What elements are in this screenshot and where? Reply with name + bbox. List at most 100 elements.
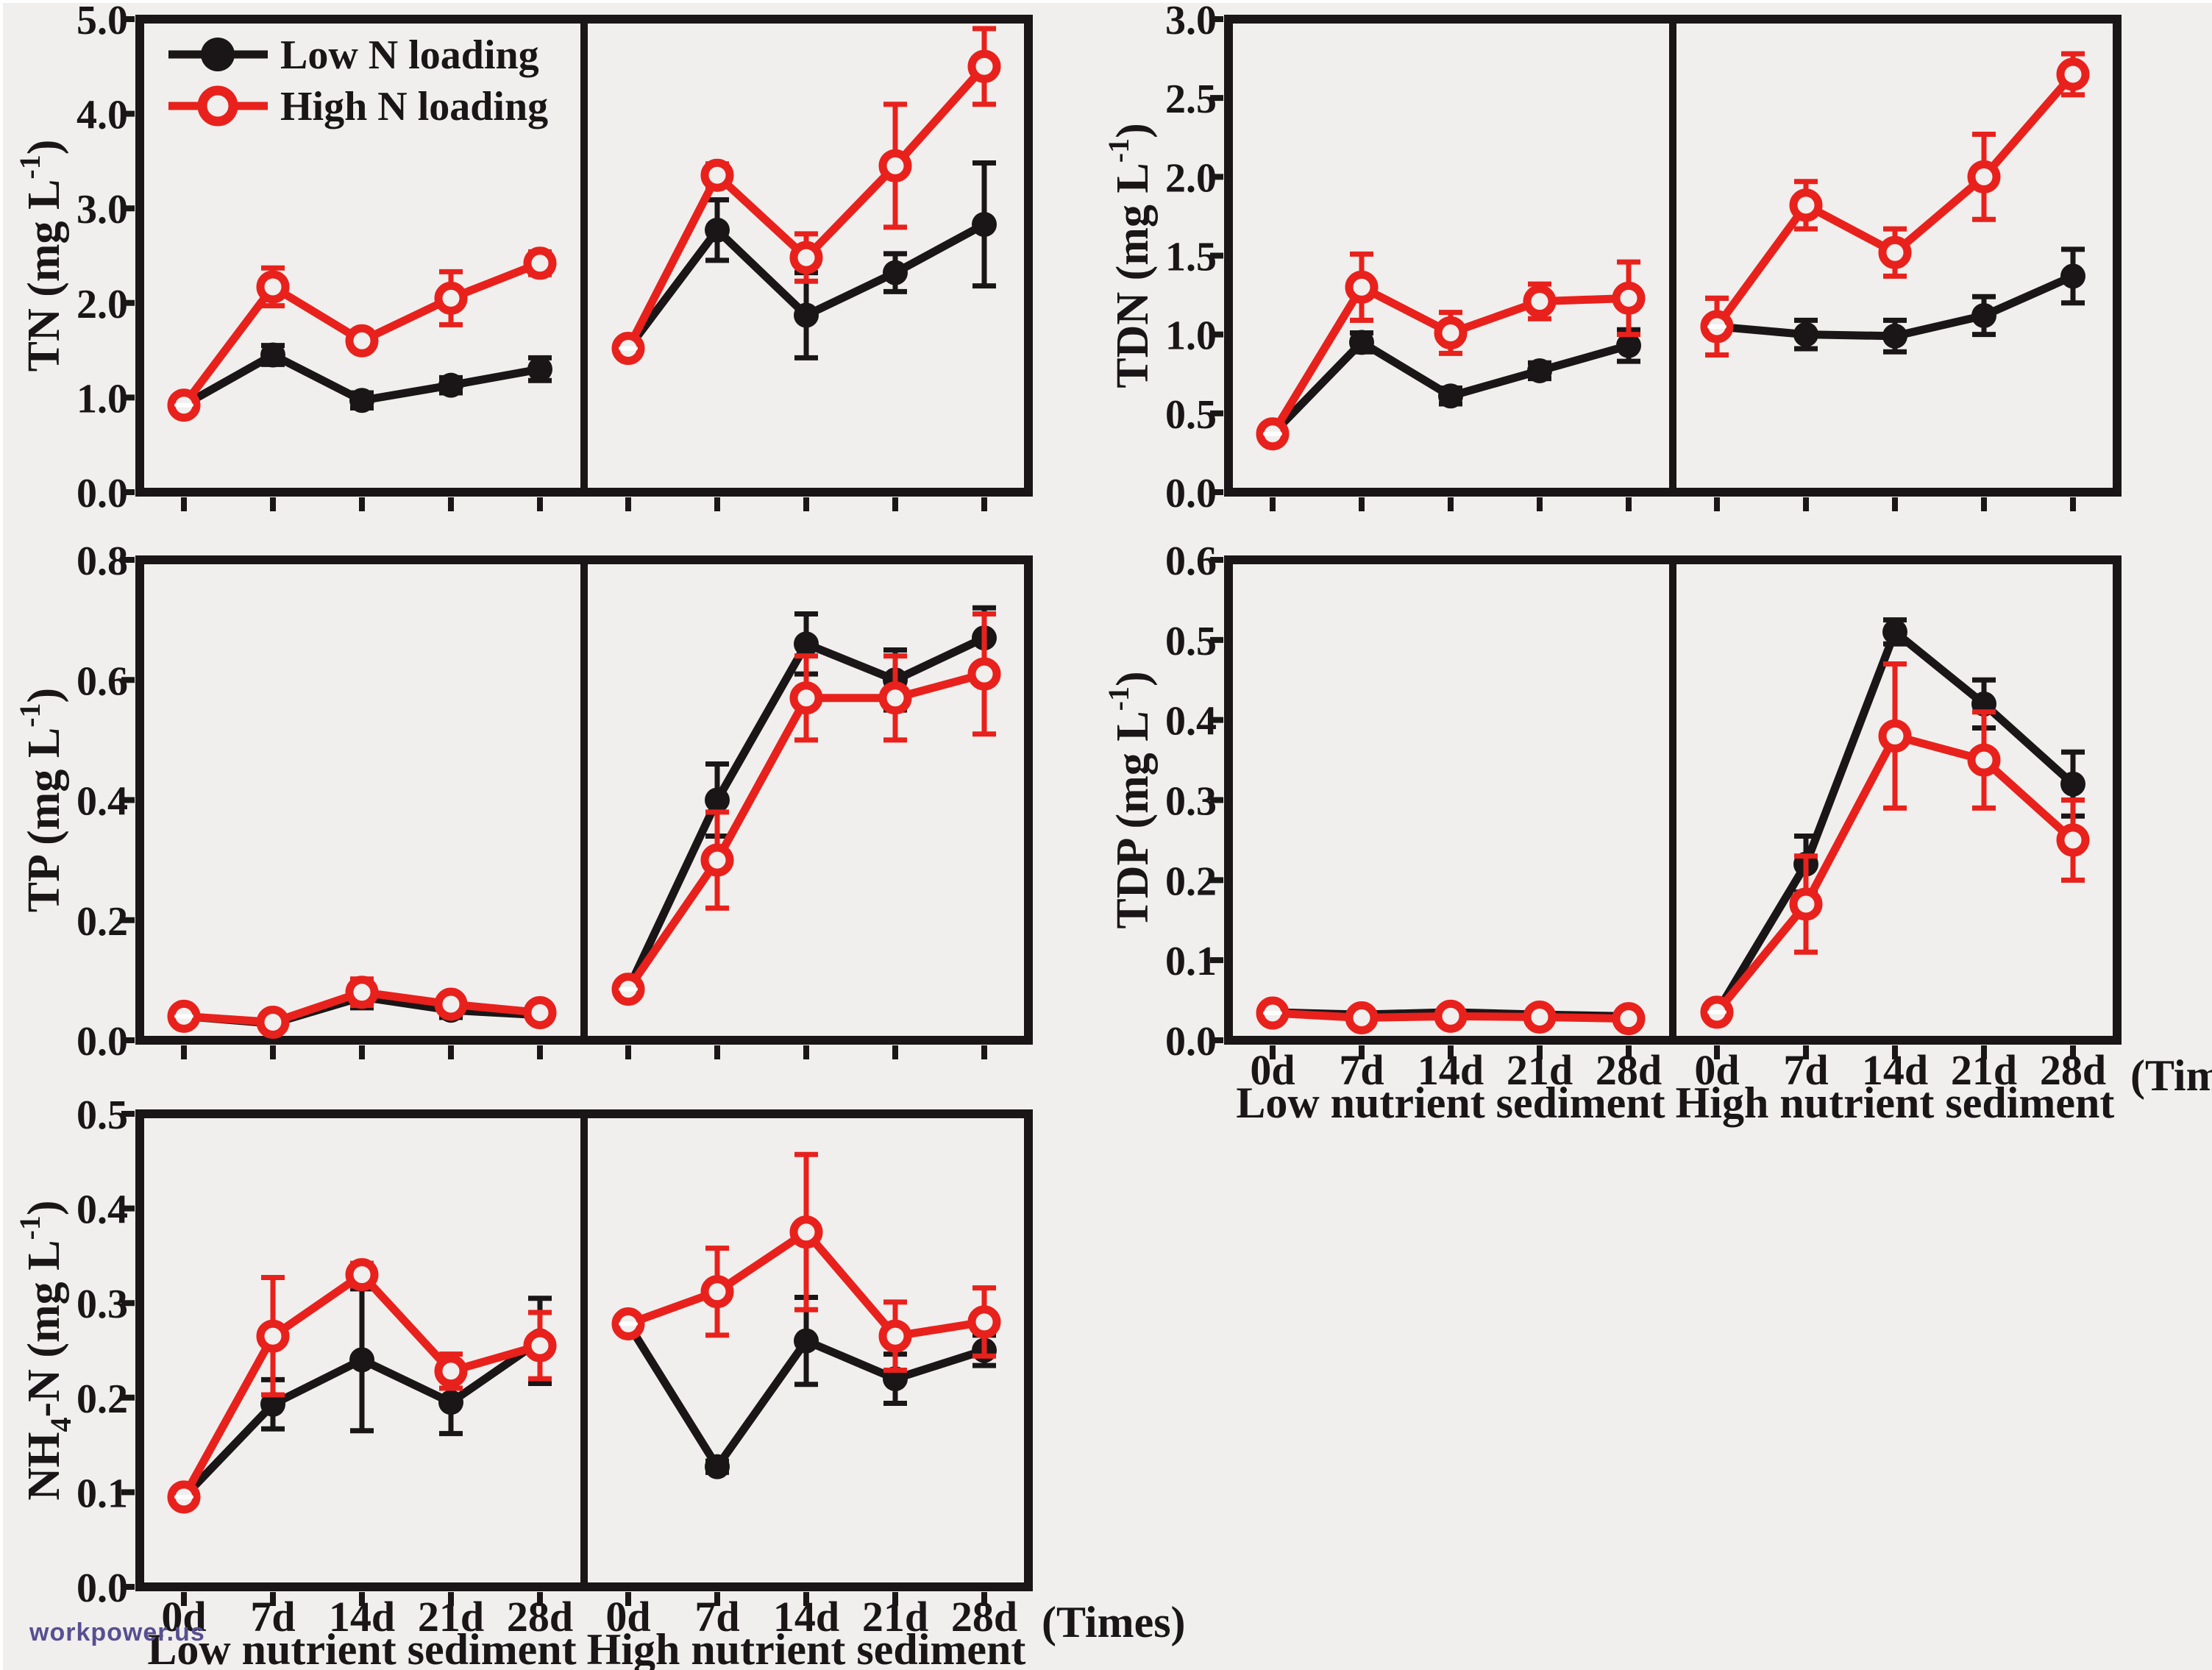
data-point-open xyxy=(1878,719,1912,753)
y-axis-title: TDP (mg L-1) xyxy=(1102,671,1158,928)
data-point-filled xyxy=(794,302,819,328)
data-point-open xyxy=(878,1319,912,1353)
data-point-open xyxy=(1434,999,1468,1033)
y-tick-label: 0.4 xyxy=(1165,699,1217,745)
x-tick-label: 0d xyxy=(1250,1046,1295,1094)
x-tick-label: 28d xyxy=(951,1593,1017,1641)
x-tick-label: 28d xyxy=(507,1593,573,1641)
data-point-filled xyxy=(705,787,730,813)
data-point-open xyxy=(256,1006,290,1040)
data-point-filled xyxy=(260,342,285,368)
data-point-open xyxy=(1967,743,2001,777)
y-tick-label: 0.3 xyxy=(77,1282,128,1327)
x-tick-label: 7d xyxy=(1783,1046,1828,1094)
x-tick-label: 7d xyxy=(1339,1046,1384,1094)
data-point-open xyxy=(1878,235,1912,269)
y-tick-label: 0.5 xyxy=(1165,392,1217,438)
data-point-filled xyxy=(794,631,819,657)
data-point-filled xyxy=(972,212,997,238)
y-tick-label: 0.4 xyxy=(77,1187,128,1233)
data-point-open xyxy=(2056,823,2090,857)
data-point-filled xyxy=(527,356,552,382)
y-tick-label: 0.6 xyxy=(77,658,128,704)
y-tick-label: 5.0 xyxy=(77,3,128,43)
data-point-open xyxy=(345,324,379,358)
legend-marker-open xyxy=(197,85,238,127)
data-point-open xyxy=(789,241,823,274)
y-tick-label: 0.0 xyxy=(77,471,128,516)
y-tick-label: 1.5 xyxy=(1165,235,1217,280)
data-point-open xyxy=(345,976,379,1009)
data-point-filled xyxy=(260,1391,285,1417)
y-axis-title: TDN (mg L-1) xyxy=(1102,123,1158,388)
data-point-open xyxy=(1789,188,1823,222)
data-point-open xyxy=(1345,270,1379,304)
data-point-filled xyxy=(794,1328,819,1354)
y-tick-label: 0.4 xyxy=(77,779,128,825)
data-point-filled xyxy=(1971,302,1996,328)
data-point-open xyxy=(345,1258,379,1292)
data-point-open xyxy=(1523,1000,1557,1034)
y-tick-label: 0.8 xyxy=(77,539,128,584)
data-point-filled xyxy=(705,1454,730,1479)
data-point-filled xyxy=(883,260,908,285)
data-point-filled xyxy=(1349,330,1374,355)
data-point-open xyxy=(1789,887,1823,921)
y-axis-title: TN (mg L-1) xyxy=(13,140,69,372)
y-tick-label: 2.0 xyxy=(77,282,128,327)
y-axis-title: NH4-N (mg L-1) xyxy=(13,1200,77,1500)
legend-label: High N loading xyxy=(280,84,548,129)
y-tick-label: 1.0 xyxy=(1165,313,1217,359)
data-point-filled xyxy=(1793,321,1818,347)
subpanel-label: Low nutrient sediment xyxy=(1236,1079,1665,1127)
data-point-open xyxy=(523,1329,557,1362)
x-tick-label: 7d xyxy=(694,1593,739,1641)
y-tick-label: 0.1 xyxy=(77,1471,128,1516)
y-tick-label: 0.1 xyxy=(1165,939,1217,984)
data-point-open xyxy=(967,49,1001,83)
data-point-filled xyxy=(1616,333,1641,358)
data-point-open xyxy=(1967,160,2001,193)
x-tick-label: 21d xyxy=(1507,1046,1573,1094)
data-point-open xyxy=(2056,57,2090,91)
data-point-open xyxy=(434,987,468,1021)
y-tick-label: 0.6 xyxy=(1165,539,1217,584)
panel-tn: 0.0 1.0 2.0 3.0 4.0 5.0 TN (mg L-1) Low N loadi… xyxy=(13,3,1033,516)
panel-tdp: 0.0 0.1 0.2 0.3 0.4 0.5 0.6 TDP (mg L-1) 0d 7d 14d… xyxy=(1102,539,2212,1127)
x-tick-label: 0d xyxy=(605,1593,650,1641)
data-point-open xyxy=(1612,281,1646,315)
y-tick-label: 0.2 xyxy=(77,899,128,945)
y-tick-label: 0.2 xyxy=(1165,859,1217,904)
data-point-open xyxy=(878,681,912,715)
data-point-filled xyxy=(349,1347,374,1373)
y-tick-label: 0.2 xyxy=(77,1376,128,1422)
times-label: (Times) xyxy=(2130,1051,2212,1100)
y-tick-label: 0.0 xyxy=(1165,1019,1217,1065)
subpanel-label: High nutrient sediment xyxy=(1676,1079,2115,1127)
x-tick-label: 0d xyxy=(161,1593,206,1641)
x-tick-label: 28d xyxy=(1596,1046,1662,1094)
x-tick-label: 7d xyxy=(250,1593,295,1641)
data-point-open xyxy=(967,1305,1001,1339)
data-point-filled xyxy=(1527,358,1552,383)
y-tick-label: 0.0 xyxy=(77,1566,128,1611)
data-point-open xyxy=(700,158,734,192)
data-point-open xyxy=(700,1275,734,1309)
x-tick-label: 21d xyxy=(1951,1046,2017,1094)
watermark: workpower.us xyxy=(29,1619,205,1646)
data-point-open xyxy=(1523,285,1557,319)
data-point-open xyxy=(967,657,1001,691)
x-tick-label: 14d xyxy=(773,1593,839,1641)
data-point-open xyxy=(256,270,290,304)
y-tick-label: 0.0 xyxy=(1165,471,1217,516)
x-tick-label: 21d xyxy=(418,1593,484,1641)
x-tick-label: 14d xyxy=(329,1593,395,1641)
data-point-filled xyxy=(2060,771,2085,797)
data-point-filled xyxy=(705,217,730,243)
data-point-open xyxy=(1434,316,1468,350)
data-point-open xyxy=(789,1215,823,1249)
panel-tdn: 0.0 0.5 1.0 1.5 2.0 2.5 3.0 TDN (mg L-1) xyxy=(1102,3,2122,516)
y-tick-label: 0.5 xyxy=(77,1092,128,1138)
x-tick-label: 0d xyxy=(1694,1046,1739,1094)
